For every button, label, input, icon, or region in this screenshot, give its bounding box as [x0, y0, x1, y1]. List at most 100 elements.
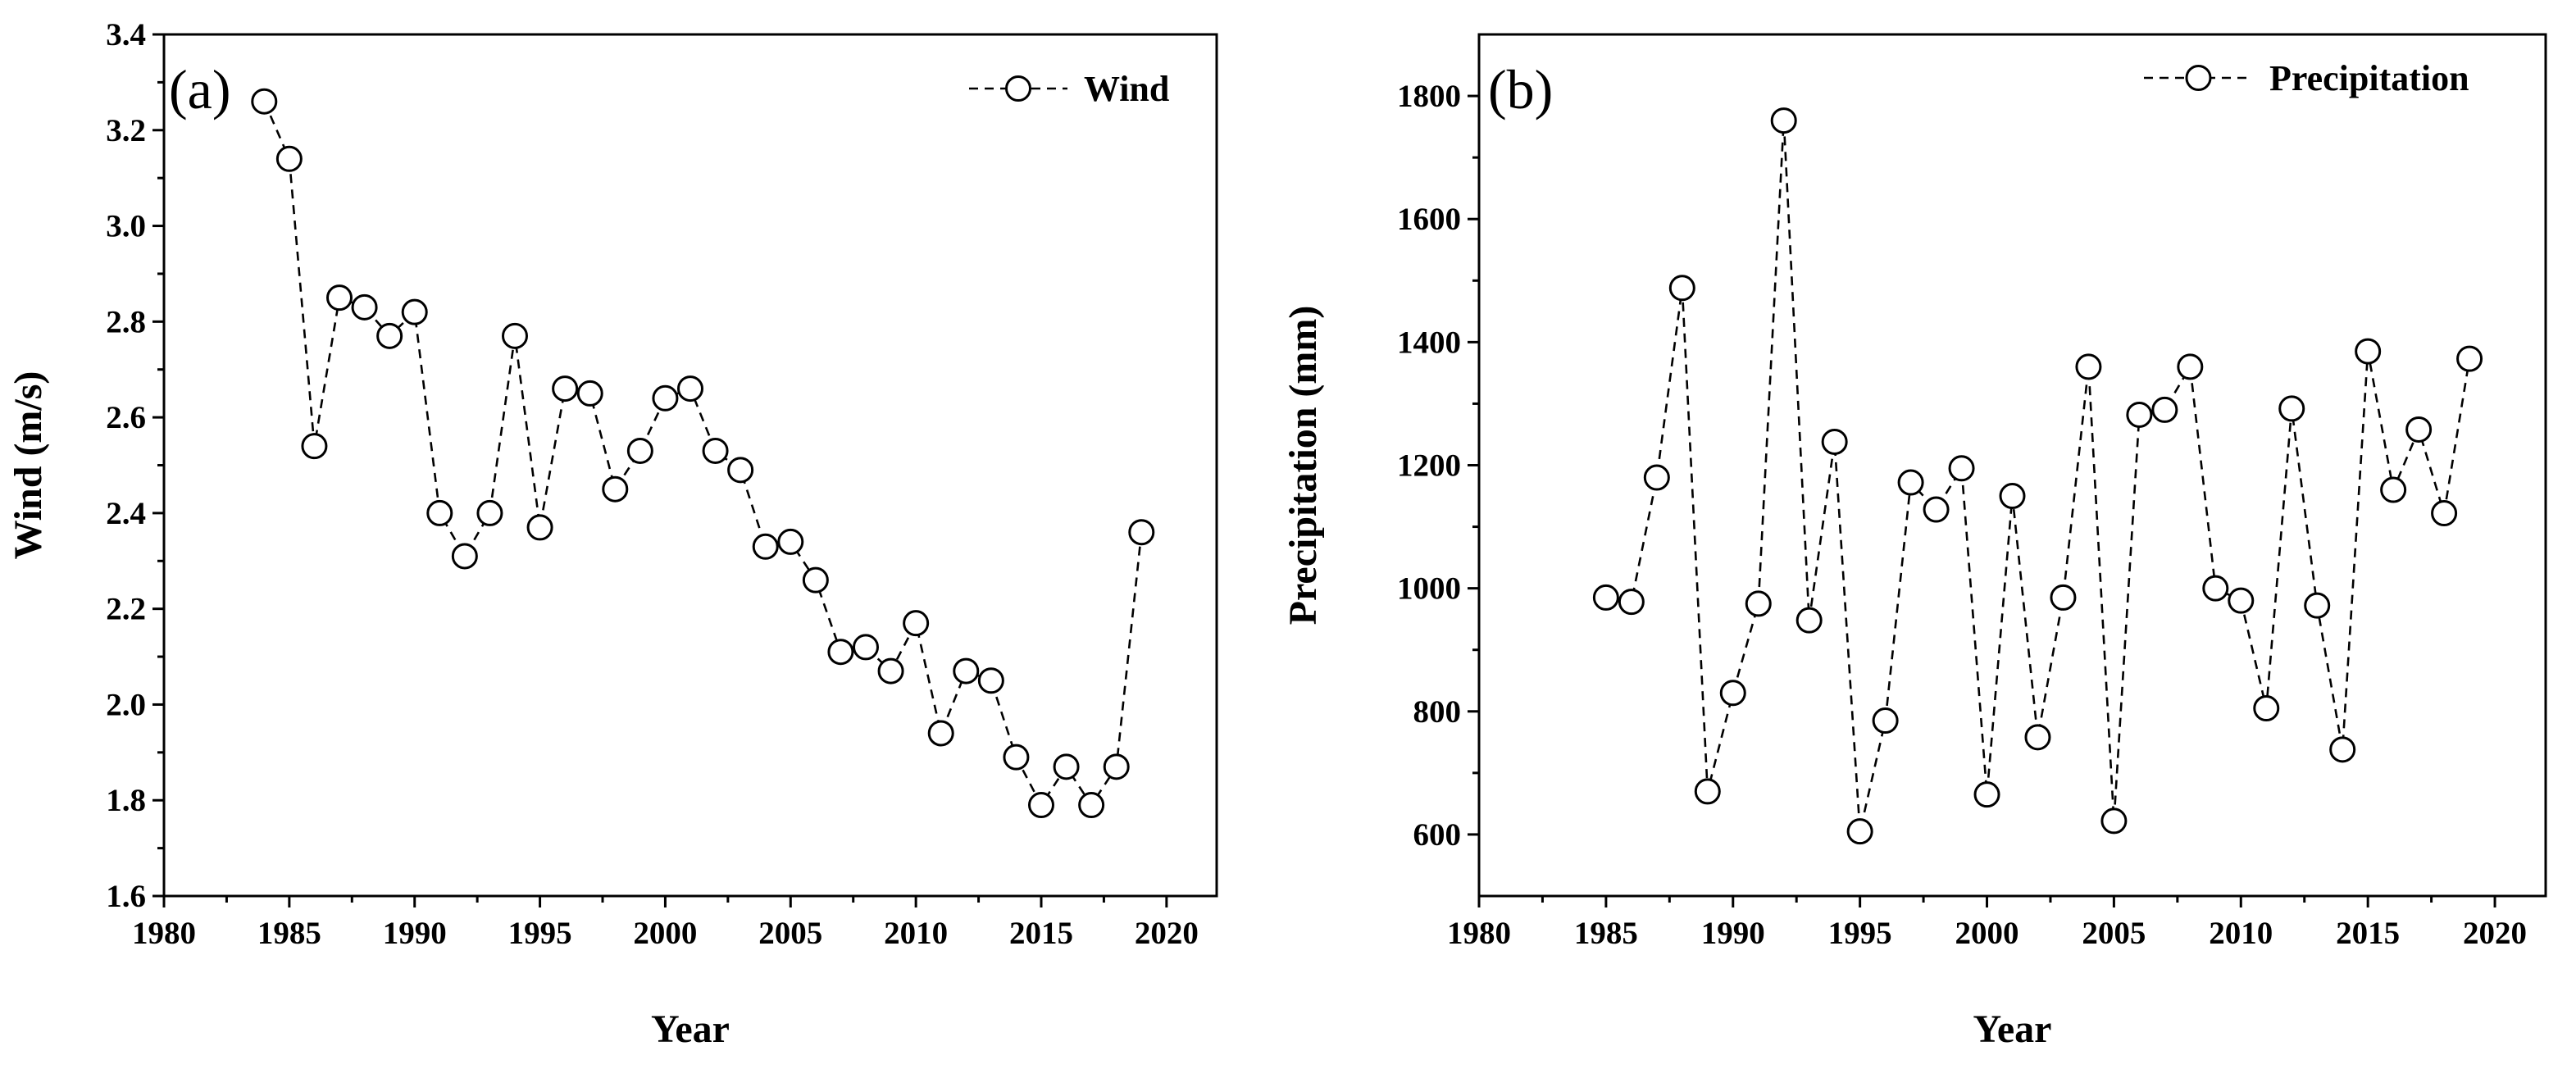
data-point — [2304, 592, 2331, 619]
x-tick-label: 2015 — [1009, 916, 1073, 951]
x-tick-label: 1985 — [1574, 916, 1638, 951]
data-point — [2202, 575, 2229, 602]
y-tick-label: 2.6 — [106, 400, 146, 435]
data-point — [476, 499, 503, 526]
data-point — [2177, 353, 2204, 380]
panel-b-precipitation-chart: 1980 1985 1990 1995 2000 2005 2010 2015 2020 600 8… — [1281, 33, 2547, 1051]
data-point — [2380, 476, 2407, 503]
data-point — [1872, 707, 1899, 735]
data-point — [426, 499, 453, 526]
data-point — [953, 657, 980, 685]
data-point — [1618, 589, 1645, 616]
x-tick-label: 1980 — [1447, 916, 1511, 951]
data-point — [1028, 792, 1054, 819]
x-axis-title: Year — [651, 1007, 730, 1051]
y-tick-label: 3.2 — [106, 113, 146, 148]
x-tick-label: 2005 — [758, 916, 822, 951]
y-tick-label: 3.4 — [106, 17, 146, 52]
legend-label: Wind — [1084, 69, 1169, 109]
data-point — [2151, 396, 2178, 423]
data-point — [1078, 792, 1105, 819]
x-tick-label: 2000 — [1955, 916, 2019, 951]
data-point — [2355, 338, 2382, 365]
data-point — [2329, 736, 2356, 763]
y-axis-title: Precipitation (mm) — [1281, 306, 1325, 625]
data-point — [727, 457, 754, 484]
data-point — [2431, 500, 2458, 527]
data-point — [1973, 781, 2000, 808]
x-tick-label: 1990 — [1701, 916, 1765, 951]
data-point — [552, 375, 579, 403]
y-tick-label: 1200 — [1397, 448, 1461, 484]
data-point — [1821, 428, 1848, 455]
data-point — [451, 543, 478, 570]
x-tick-label: 1990 — [383, 916, 447, 951]
data-point — [626, 437, 653, 464]
data-point — [752, 533, 779, 560]
data-point — [1643, 464, 1670, 491]
data-point — [1053, 753, 1080, 780]
x-tick-label: 2005 — [2082, 916, 2146, 951]
x-tick-label: 1985 — [257, 916, 321, 951]
data-point — [2024, 724, 2051, 751]
data-point — [1770, 107, 1797, 134]
x-tick-label: 2015 — [2336, 916, 2400, 951]
data-point — [351, 293, 378, 321]
data-point — [2278, 395, 2305, 422]
legend-marker — [1005, 75, 1031, 102]
x-tick-label: 1995 — [508, 916, 572, 951]
y-tick-label: 1.6 — [106, 879, 146, 914]
y-axis-title: Wind (m/s) — [7, 371, 50, 560]
data-point — [853, 634, 879, 661]
data-point — [1948, 455, 1975, 482]
x-tick-label: 2000 — [633, 916, 697, 951]
y-tick-label: 3.0 — [106, 209, 146, 244]
data-point — [1003, 744, 1030, 771]
data-point — [652, 384, 679, 412]
y-tick-label: 2.8 — [106, 304, 146, 339]
y-tick-label: 1400 — [1397, 325, 1461, 360]
data-point — [1719, 680, 1746, 707]
data-point — [702, 437, 729, 464]
data-point — [301, 433, 328, 460]
panel-label: (b) — [1488, 58, 1553, 121]
x-tick-label: 1980 — [132, 916, 196, 951]
y-tick-label: 1600 — [1397, 202, 1461, 237]
legend-label: Precipitation — [2269, 58, 2469, 98]
data-point — [1694, 778, 1721, 805]
y-tick-label: 1000 — [1397, 571, 1461, 607]
data-point — [827, 639, 854, 666]
data-point — [502, 322, 528, 349]
data-point — [977, 667, 1004, 694]
x-tick-label: 2020 — [2463, 916, 2527, 951]
y-tick-label: 1.8 — [106, 783, 146, 818]
data-point — [1128, 519, 1155, 546]
legend-marker — [2185, 65, 2212, 91]
data-point — [927, 720, 954, 747]
data-point — [1103, 753, 1130, 780]
data-point — [526, 514, 553, 541]
data-point — [401, 298, 428, 325]
data-point — [376, 322, 403, 349]
x-tick-label: 2010 — [884, 916, 948, 951]
data-point — [2456, 345, 2483, 372]
data-point — [251, 88, 278, 115]
data-point — [1897, 469, 1924, 496]
data-point — [602, 475, 629, 503]
y-tick-label: 1800 — [1397, 79, 1461, 114]
y-tick-label: 800 — [1413, 694, 1462, 730]
data-point — [777, 528, 804, 555]
x-axis-title: Year — [1973, 1007, 2052, 1051]
data-point — [2100, 807, 2128, 835]
data-point — [2405, 416, 2433, 443]
x-tick-label: 2020 — [1135, 916, 1199, 951]
plot-frame — [1477, 33, 2547, 898]
data-point — [1999, 483, 2026, 510]
panel-label: (a) — [169, 58, 230, 121]
data-point — [1592, 584, 1619, 611]
data-point — [1668, 275, 1695, 302]
data-point — [677, 375, 703, 403]
data-point — [1846, 818, 1873, 845]
data-point — [275, 145, 303, 172]
